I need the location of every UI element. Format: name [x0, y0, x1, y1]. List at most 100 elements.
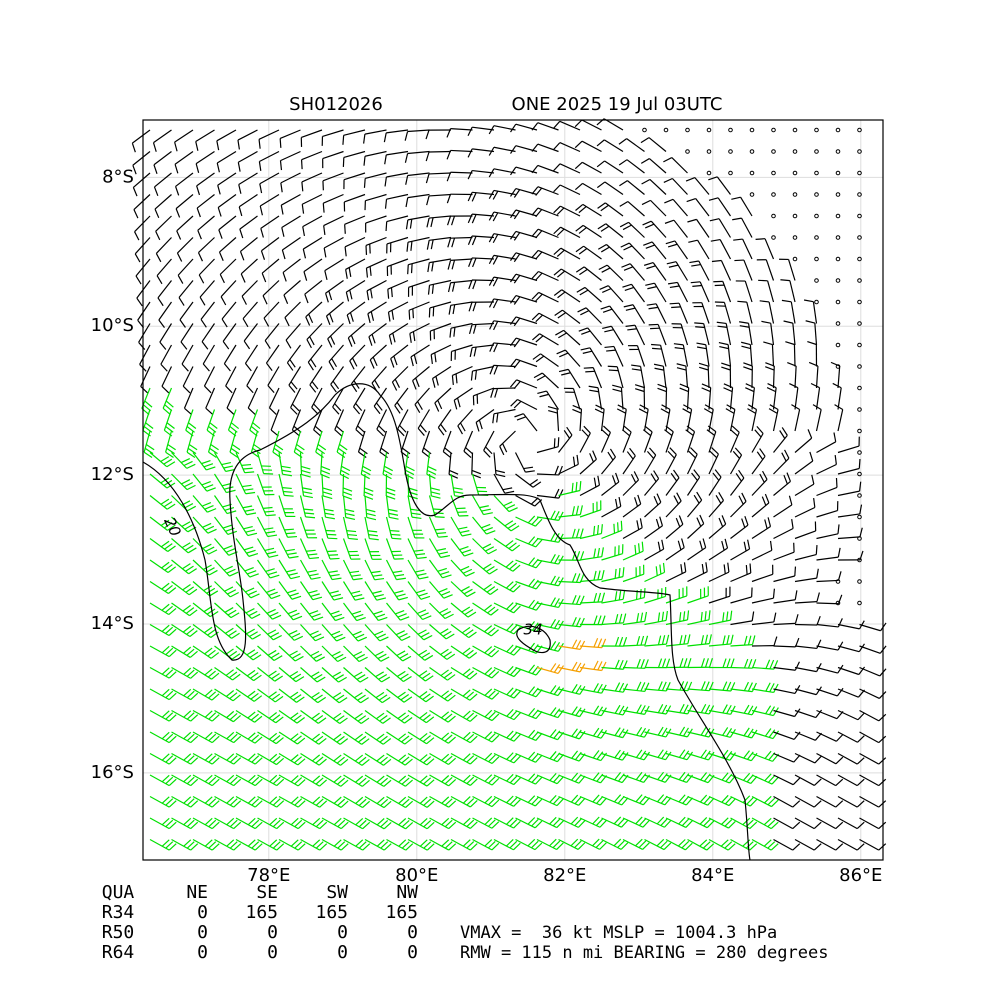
barb-feather	[440, 423, 447, 433]
barb-staff	[837, 366, 841, 389]
barb-feather	[532, 353, 541, 360]
barb-staff	[816, 795, 837, 808]
barb-feather	[208, 819, 217, 828]
barb-feather	[488, 125, 495, 135]
barb-feather	[487, 669, 496, 677]
barb-feather	[440, 690, 450, 698]
barb-feather	[305, 516, 316, 519]
barb-feather	[183, 667, 192, 675]
barb-feather	[333, 754, 342, 762]
barb-feather	[665, 610, 668, 621]
barb-staff	[357, 430, 366, 453]
barb-staff	[240, 258, 258, 275]
barb-staff	[682, 344, 689, 367]
barb-feather	[462, 796, 471, 804]
barb-feather	[513, 380, 521, 389]
barb-feather	[717, 325, 728, 328]
barb-feather	[696, 491, 703, 501]
barb-feather	[419, 576, 429, 580]
barb-feather	[488, 211, 495, 221]
barb-staff	[837, 490, 860, 497]
barb-feather	[168, 628, 177, 636]
barb-staff	[321, 473, 324, 497]
barb-feather	[363, 156, 366, 166]
barb-feather	[266, 588, 276, 593]
barb-feather	[398, 839, 407, 847]
barb-feather	[165, 451, 174, 458]
barb-feather	[466, 733, 475, 742]
barb-feather	[533, 372, 543, 379]
barb-feather	[646, 265, 656, 270]
barb-staff	[386, 172, 409, 178]
barb-feather	[398, 775, 407, 783]
barb-feather	[646, 450, 655, 459]
barb-staff	[299, 559, 312, 580]
barb-feather	[152, 142, 157, 152]
barb-staff	[773, 599, 796, 604]
barb-staff	[708, 571, 730, 583]
barb-feather	[402, 655, 412, 662]
barb-feather	[728, 821, 736, 829]
barb-staff	[720, 260, 732, 281]
barb-staff	[149, 709, 170, 722]
barb-feather	[286, 362, 294, 371]
barb-feather	[578, 327, 588, 332]
barb-feather	[279, 138, 282, 148]
barb-staff	[794, 817, 815, 830]
barb-feather	[780, 279, 790, 282]
barb-feather	[631, 368, 642, 371]
barb-feather	[319, 779, 328, 787]
barb-feather	[640, 659, 645, 669]
barb-feather	[363, 134, 366, 144]
barb-feather	[217, 207, 222, 217]
barb-feather	[693, 469, 701, 478]
barb-feather	[264, 547, 275, 552]
barb-staff	[198, 258, 215, 276]
barb-feather	[656, 493, 662, 503]
barb-feather	[202, 543, 212, 549]
barb-feather	[493, 321, 499, 331]
barb-feather	[400, 616, 410, 621]
barb-feather	[691, 472, 698, 481]
barb-staff	[703, 323, 710, 346]
barb-staff	[717, 197, 731, 217]
barb-feather	[233, 735, 242, 744]
barb-feather	[412, 380, 417, 390]
barb-staff	[627, 180, 645, 195]
barb-feather	[411, 512, 421, 516]
barb-feather	[398, 818, 407, 826]
barb-feather	[410, 508, 421, 512]
barb-feather	[322, 495, 333, 500]
barb-feather	[281, 227, 285, 237]
barb-staff	[730, 596, 752, 604]
barb-feather	[579, 268, 588, 276]
barb-feather	[513, 690, 521, 699]
barb-feather	[374, 630, 384, 636]
barb-feather	[676, 367, 687, 371]
barb-staff	[309, 366, 323, 386]
barb-feather	[332, 692, 342, 699]
barb-feather	[229, 733, 238, 742]
barb-feather	[600, 246, 610, 253]
barb-feather	[441, 610, 452, 617]
barb-feather	[272, 776, 281, 785]
barb-staff	[644, 525, 663, 539]
barb-feather	[531, 775, 539, 783]
barb-feather	[368, 336, 373, 346]
barb-feather	[422, 714, 431, 721]
barb-feather	[589, 453, 594, 463]
barb-feather	[635, 816, 643, 825]
barb-feather	[571, 772, 579, 781]
barb-feather	[703, 818, 711, 827]
barb-feather	[528, 621, 535, 630]
barb-staff	[730, 548, 750, 561]
barb-feather	[483, 449, 491, 458]
barb-staff	[816, 645, 839, 651]
barb-staff	[665, 523, 684, 539]
barb-staff	[174, 129, 194, 143]
barb-feather	[283, 490, 293, 493]
calm-marker	[792, 256, 798, 262]
barb-feather	[210, 631, 219, 638]
barb-feather	[660, 795, 668, 804]
barb-feather	[426, 737, 435, 745]
